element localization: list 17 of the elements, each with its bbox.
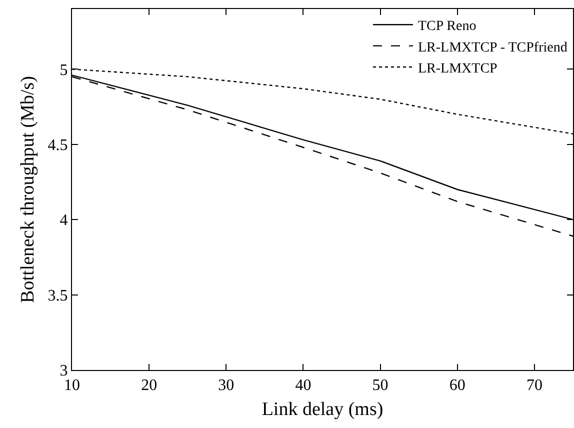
y-tick-label: 4.5 bbox=[48, 136, 68, 154]
legend-label: TCP Reno bbox=[418, 19, 476, 34]
x-tick-label: 60 bbox=[449, 377, 466, 394]
y-tick-label: 3 bbox=[60, 362, 68, 380]
y-axis-title: Bottleneck throughput (Mb/s) bbox=[18, 76, 39, 303]
x-tick-label: 40 bbox=[295, 377, 312, 394]
legend-label: LR-LMXTCP - TCPfriend bbox=[418, 40, 568, 56]
x-tick-label: 20 bbox=[141, 377, 158, 394]
y-tick-label: 3.5 bbox=[48, 287, 68, 304]
x-tick-label: 50 bbox=[372, 377, 388, 394]
x-axis-title: Link delay (ms) bbox=[262, 399, 384, 420]
x-tick-label: 70 bbox=[526, 377, 542, 394]
y-tick-label: 5 bbox=[60, 62, 68, 79]
x-tick-label: 30 bbox=[218, 377, 234, 394]
y-tick-label: 4 bbox=[60, 212, 68, 230]
legend-label: LR-LMXTCP bbox=[418, 61, 498, 76]
x-tick-label: 10 bbox=[64, 377, 80, 394]
